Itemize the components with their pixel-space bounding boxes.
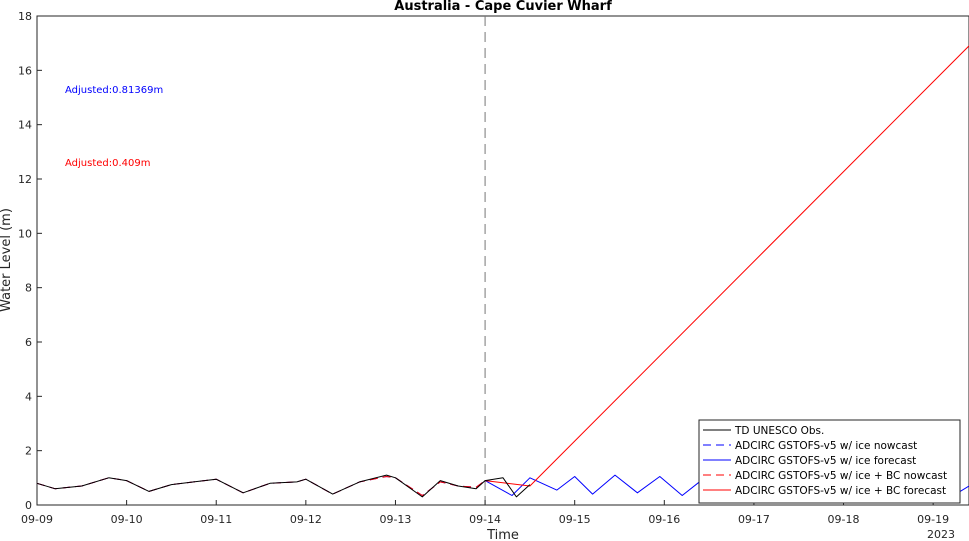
chart-title: Australia - Cape Cuvier Wharf [394,0,612,14]
series-group [36,45,969,498]
y-tick-label: 18 [18,10,32,23]
x-tick-label: 09-15 [559,513,591,526]
legend: TD UNESCO Obs. ADCIRC GSTOFS-v5 w/ ice no… [698,419,961,504]
legend-box [698,419,961,504]
y-axis-label: Water Level (m) [0,208,14,312]
y-tick-label: 4 [25,390,32,403]
y-tick-label: 2 [25,445,32,458]
x-tick-label: 09-14 [469,513,501,526]
y-tick-label: 12 [18,173,32,186]
series-line-0 [36,474,531,498]
x-axis-label: Time [486,528,519,541]
legend-entry-label: ADCIRC GSTOFS-v5 w/ ice nowcast [735,440,917,452]
x-tick-label: 09-11 [200,513,232,526]
y-tick-label: 16 [18,64,32,77]
legend-entry-label: ADCIRC GSTOFS-v5 w/ ice + BC forecast [735,485,946,497]
x-tick-label: 09-17 [738,513,770,526]
series-line-4 [485,45,969,487]
y-tick-label: 6 [25,336,32,349]
legend-entry-label: ADCIRC GSTOFS-v5 w/ ice + BC nowcast [735,470,947,482]
annotation-red-adjusted: Adjusted:0.409m [65,158,151,169]
annotation-blue-adjusted: Adjusted:0.81369m [65,85,163,96]
x-tick-label: 09-13 [379,513,411,526]
legend-entry-label: ADCIRC GSTOFS-v5 w/ ice forecast [735,455,916,467]
axes-group: 0 2 4 6 8 10 12 14 16 18 09-09 09-10 09-11 09-12 09-13… [18,10,949,526]
y-tick-label: 8 [25,282,32,295]
legend-entry-label: TD UNESCO Obs. [734,425,824,437]
x-tick-label: 09-09 [21,513,53,526]
y-tick-label: 0 [25,499,32,512]
y-tick-label: 10 [18,227,32,240]
x-tick-label: 09-19 [917,513,949,526]
year-label: 2023 [927,528,955,541]
x-tick-label: 09-10 [111,513,143,526]
y-tick-label: 14 [18,119,32,132]
x-tick-label: 09-12 [290,513,322,526]
x-tick-label: 09-18 [828,513,860,526]
x-tick-label: 09-16 [648,513,680,526]
